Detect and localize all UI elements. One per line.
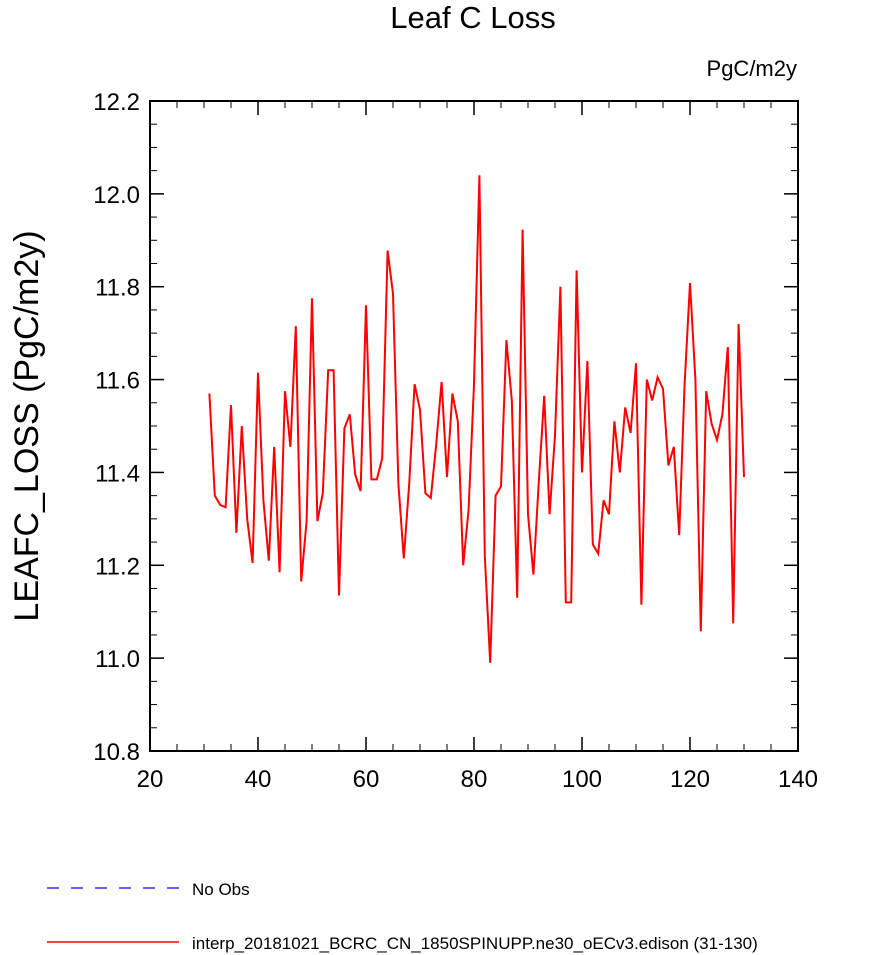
- legend-no-obs-label: No Obs: [192, 880, 250, 899]
- y-tick-label: 12.0: [93, 182, 140, 209]
- y-tick-label: 12.2: [93, 89, 140, 116]
- x-tick-label: 100: [562, 766, 602, 793]
- chart-title: Leaf C Loss: [390, 0, 555, 35]
- y-tick-label: 11.4: [95, 460, 140, 487]
- units-label: PgC/m2y: [707, 56, 797, 81]
- y-tick-label: 10.8: [93, 739, 140, 766]
- y-tick-label: 11.6: [95, 368, 140, 395]
- series-lines: [208, 175, 745, 663]
- y-tick-label: 11.0: [95, 646, 140, 673]
- axis-tick-labels: 20 40 60 80 100 120 140 10.8 11.0 11.2 11.4 11.6 11.…: [93, 89, 818, 793]
- x-tick-label: 140: [778, 766, 818, 793]
- x-tick-label: 80: [461, 766, 488, 793]
- y-tick-label: 11.2: [95, 553, 140, 580]
- plot-frame: [149, 100, 799, 752]
- x-tick-label: 120: [670, 766, 710, 793]
- legend: No Obs interp_20181021_BCRC_CN_1850SPINU…: [47, 880, 758, 953]
- x-tick-label: 40: [245, 766, 272, 793]
- y-axis-label: LEAFC_LOSS (PgC/m2y): [8, 230, 46, 621]
- x-tick-label: 20: [137, 766, 164, 793]
- axis-ticks: [149, 100, 799, 752]
- y-tick-label: 11.8: [95, 275, 140, 302]
- series-line: [208, 175, 745, 663]
- x-tick-label: 60: [353, 766, 380, 793]
- legend-model-label: interp_20181021_BCRC_CN_1850SPINUPP.ne30…: [192, 934, 758, 953]
